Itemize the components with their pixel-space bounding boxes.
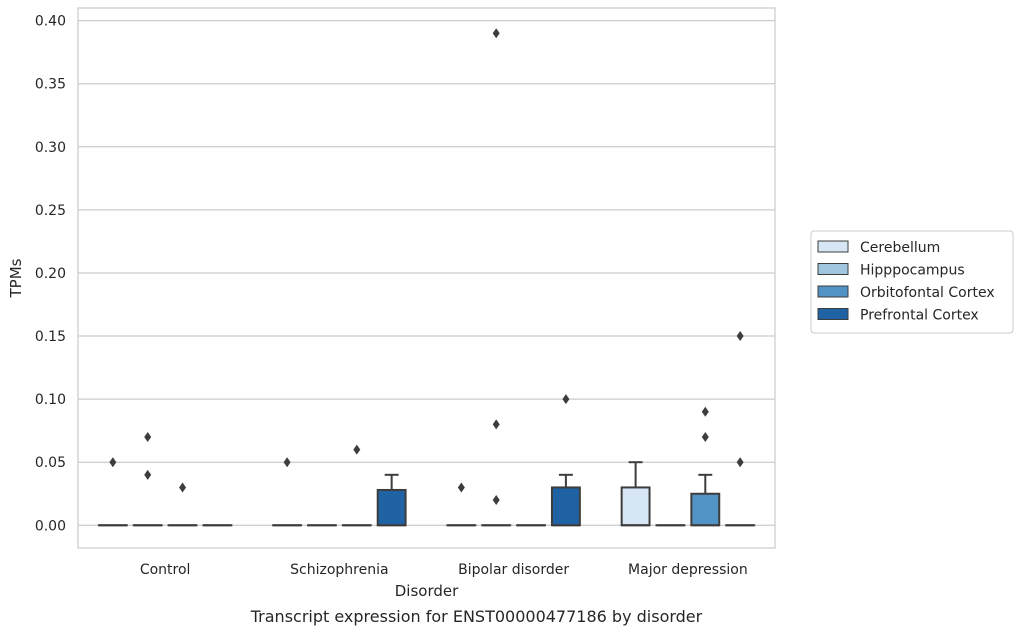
x-tick-labels: Control Schizophrenia Bipolar disorder Majo… [140, 562, 748, 578]
legend-label: Cerebellum [860, 240, 940, 256]
box-cerebellum [446, 482, 477, 527]
box-cerebellum [272, 457, 303, 527]
outlier-point [736, 457, 744, 468]
x-axis-title: Disorder [395, 582, 459, 600]
outlier-point [144, 431, 152, 442]
box-cerebellum [620, 461, 651, 527]
y-tick-label: 0.20 [35, 266, 66, 282]
box-body [376, 488, 407, 527]
box-orbitofontal-cortex [167, 482, 198, 527]
y-tick-label: 0.15 [35, 329, 66, 345]
legend-swatch [817, 240, 849, 253]
outlier-point [562, 394, 570, 405]
outlier-point [109, 457, 117, 468]
x-tick-label: Bipolar disorder [458, 562, 569, 578]
outlier-point [144, 469, 152, 480]
y-tick-label: 0.30 [35, 140, 66, 156]
outlier-point [353, 444, 361, 455]
legend-label: Hipppocampus [860, 263, 965, 279]
legend: Cerebellum Hipppocampus Orbitofontal Corte… [810, 230, 1014, 334]
outlier-point [736, 331, 744, 342]
outlier-point [457, 482, 465, 493]
legend-frame [810, 230, 1014, 334]
x-tick-label: Schizophrenia [290, 562, 388, 578]
outlier-point [701, 406, 709, 417]
legend-swatch [817, 308, 849, 320]
outlier-point [492, 28, 500, 39]
outlier-point [701, 431, 709, 442]
y-tick-labels: 0.00 0.05 0.10 0.15 0.20 0.25 0.30 0.35 0.40 [35, 14, 66, 535]
box-orbitofontal-cortex [341, 444, 372, 527]
outlier-point [179, 482, 187, 493]
outlier-point [492, 495, 500, 506]
outlier-point [492, 419, 500, 430]
legend-swatch [817, 263, 849, 275]
box-layer [97, 28, 756, 527]
y-tick-label: 0.25 [35, 203, 66, 219]
y-axis-title: TPMs [7, 258, 25, 298]
legend-item: Hipppocampus [817, 263, 965, 279]
legend-item: Prefrontal Cortex [817, 308, 979, 324]
legend-label: Prefrontal Cortex [860, 308, 979, 324]
y-tick-label: 0.05 [35, 455, 66, 471]
legend-item: Orbitofontal Cortex [817, 285, 995, 301]
box-body [690, 492, 721, 527]
box-prefrontal-cortex [725, 331, 756, 527]
legend-swatch [817, 285, 849, 298]
plot-frame [77, 7, 776, 549]
chart-caption: Transcript expression for ENST0000047718… [250, 607, 703, 626]
box-orbitofontal-cortex [690, 406, 721, 527]
y-tick-label: 0.00 [35, 518, 66, 534]
x-tick-label: Control [140, 562, 191, 578]
box-prefrontal-cortex [550, 394, 581, 527]
grid-lines [78, 19, 775, 526]
outlier-point [283, 457, 291, 468]
box-hipppocampus [132, 431, 163, 527]
box-body [620, 486, 651, 527]
x-tick-label: Major depression [628, 562, 748, 578]
y-tick-label: 0.35 [35, 77, 66, 93]
box-body [550, 486, 581, 527]
legend-item: Cerebellum [817, 240, 940, 256]
box-hipppocampus [481, 28, 512, 527]
y-tick-label: 0.40 [35, 14, 66, 30]
legend-label: Orbitofontal Cortex [860, 285, 995, 301]
y-tick-label: 0.10 [35, 392, 66, 408]
box-prefrontal-cortex [376, 473, 407, 527]
box-cerebellum [97, 457, 128, 527]
